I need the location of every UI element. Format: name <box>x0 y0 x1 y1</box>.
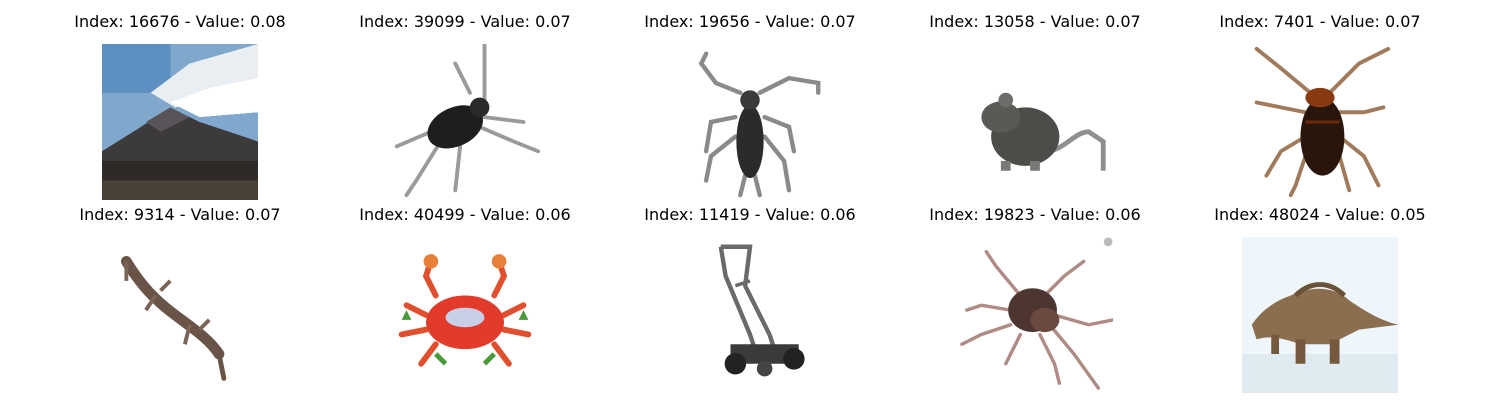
grid-cell-5: Index: 7401 - Value: 0.07 <box>1170 8 1470 200</box>
cockroach-image <box>1242 44 1398 200</box>
grid-cell-6: Index: 9314 - Value: 0.07 <box>30 201 330 393</box>
grid-cell-8: Index: 11419 - Value: 0.06 <box>600 201 900 393</box>
grid-cell-9: Index: 19823 - Value: 0.06 <box>885 201 1185 393</box>
cell-title: Index: 19823 - Value: 0.06 <box>929 205 1141 224</box>
crab-image <box>387 237 543 393</box>
cell-title: Index: 48024 - Value: 0.05 <box>1214 205 1426 224</box>
cell-title: Index: 9314 - Value: 0.07 <box>79 205 281 224</box>
grid-cell-1: Index: 16676 - Value: 0.08 <box>30 8 330 200</box>
lawn-mower-image <box>672 237 828 393</box>
cell-title: Index: 11419 - Value: 0.06 <box>644 205 856 224</box>
lizard-image <box>102 237 258 393</box>
cell-title: Index: 13058 - Value: 0.07 <box>929 12 1141 31</box>
grid-cell-7: Index: 40499 - Value: 0.06 <box>315 201 615 393</box>
cell-title: Index: 7401 - Value: 0.07 <box>1219 12 1421 31</box>
cell-title: Index: 39099 - Value: 0.07 <box>359 12 571 31</box>
grid-cell-10: Index: 48024 - Value: 0.05 <box>1170 201 1470 393</box>
rodent-image <box>957 44 1113 200</box>
cell-title: Index: 19656 - Value: 0.07 <box>644 12 856 31</box>
mountain-landscape-image <box>102 44 258 200</box>
black-insect-image <box>387 44 543 200</box>
spider-image <box>957 237 1113 393</box>
beetle-image <box>672 44 828 200</box>
grid-cell-2: Index: 39099 - Value: 0.07 <box>315 8 615 200</box>
grid-cell-4: Index: 13058 - Value: 0.07 <box>885 8 1185 200</box>
grid-cell-3: Index: 19656 - Value: 0.07 <box>600 8 900 200</box>
cell-title: Index: 16676 - Value: 0.08 <box>74 12 286 31</box>
dinosaur-image <box>1242 237 1398 393</box>
cell-title: Index: 40499 - Value: 0.06 <box>359 205 571 224</box>
